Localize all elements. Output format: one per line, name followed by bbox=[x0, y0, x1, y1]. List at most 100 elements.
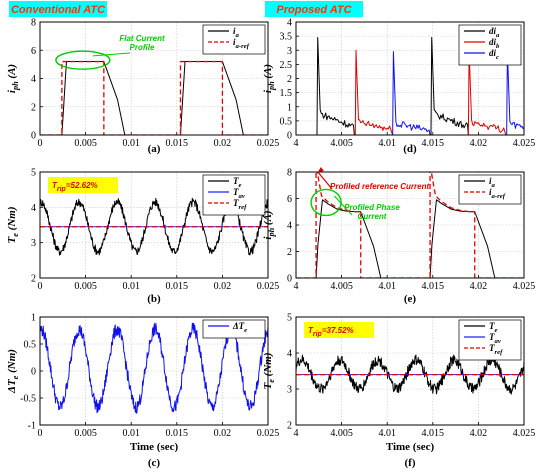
y-axis-label: iph (A) bbox=[6, 64, 20, 93]
y-tick-label: 0.5 bbox=[24, 340, 37, 351]
legend-label: dia bbox=[489, 26, 500, 39]
x-tick-label: 4.025 bbox=[513, 281, 536, 292]
panel-c: 0 0.005 0.01 0.015 0.02 0.025 -1 -0.5 0 0.5 1 ΔTe (… bbox=[6, 313, 279, 470]
annotation-arrow bbox=[317, 171, 333, 190]
x-tick-label: 4.01 bbox=[378, 428, 396, 439]
x-tick-label: 0.005 bbox=[74, 281, 97, 292]
y-tick-label: 5 bbox=[31, 168, 36, 179]
x-tick-label: 0.015 bbox=[166, 281, 189, 292]
y-tick-label: 8 bbox=[287, 168, 292, 179]
x-tick-label: 0.005 bbox=[74, 428, 97, 439]
legend-label: Te bbox=[489, 321, 498, 334]
legend-label: Tav bbox=[233, 187, 246, 200]
panel-caption: (d) bbox=[403, 143, 417, 155]
plot-frame bbox=[295, 171, 525, 279]
panel-caption: (b) bbox=[147, 293, 161, 305]
x-tick-label: 0.025 bbox=[257, 138, 280, 149]
y-tick-label: 0 bbox=[287, 131, 292, 142]
series-line-dic bbox=[296, 51, 524, 135]
y-tick-label: 0.5 bbox=[280, 116, 293, 127]
panel-a: 0 0.005 0.01 0.015 0.02 0.025 0 2 4 6 8 iph (A) (a) i… bbox=[6, 1, 279, 155]
y-tick-label: 2 bbox=[287, 247, 292, 258]
legend-label: dic bbox=[489, 48, 499, 61]
x-tick-label: 0.025 bbox=[257, 281, 280, 292]
banner-box bbox=[265, 1, 363, 17]
y-tick-label: 4 bbox=[287, 221, 292, 232]
banner-box bbox=[9, 1, 107, 17]
legend-label: ia bbox=[489, 176, 496, 189]
annotation-text: Profiled Phase bbox=[344, 203, 400, 212]
x-tick-label: 4.015 bbox=[422, 428, 445, 439]
panel-caption: (f) bbox=[405, 457, 416, 469]
x-tick-label: 4 bbox=[294, 138, 299, 149]
legend-label: Tref bbox=[489, 343, 503, 356]
legend-label: dib bbox=[489, 37, 500, 50]
panel-e: 4 4.005 4.01 4.015 4.02 4.025 0 2 4 6 8 iph (A) (e) i… bbox=[262, 167, 536, 305]
x-axis-label: Time (sec) bbox=[386, 441, 435, 453]
ripple-badge-text: Trip=52.62% bbox=[52, 181, 98, 193]
ripple-badge bbox=[304, 322, 374, 338]
annotation-arrow bbox=[333, 195, 353, 216]
y-tick-label: 2 bbox=[31, 102, 36, 113]
annotation-text: Current bbox=[358, 212, 387, 221]
annotation-text: Profile bbox=[130, 43, 155, 52]
y-tick-label: 2.5 bbox=[280, 60, 293, 71]
x-tick-label: 0 bbox=[38, 138, 43, 149]
y-tick-label: 1 bbox=[287, 102, 292, 113]
y-axis-label: iph (A) bbox=[262, 210, 276, 239]
plot-frame bbox=[295, 316, 525, 426]
x-tick-label: 0.01 bbox=[122, 281, 140, 292]
y-tick-label: 1.5 bbox=[280, 88, 293, 99]
legend-box bbox=[458, 319, 522, 361]
y-tick-label: 3 bbox=[31, 238, 36, 249]
legend-box bbox=[202, 174, 266, 216]
plot-frame bbox=[39, 21, 269, 136]
plot-frame bbox=[295, 21, 525, 136]
series-line-iaref bbox=[40, 60, 268, 135]
ripple-badge-text: Trip=37.52% bbox=[308, 326, 354, 338]
x-tick-label: 0.01 bbox=[122, 138, 140, 149]
y-tick-label: 3 bbox=[287, 385, 292, 396]
banner-title: Proposed ATC bbox=[276, 4, 352, 16]
legend-label: ia-ref bbox=[233, 37, 250, 50]
y-tick-label: 0 bbox=[31, 367, 36, 378]
legend-box bbox=[202, 319, 266, 339]
x-tick-label: 0 bbox=[38, 281, 43, 292]
y-tick-label: -0.5 bbox=[20, 394, 36, 405]
x-tick-label: 0 bbox=[38, 428, 43, 439]
x-tick-label: 0.02 bbox=[214, 281, 232, 292]
x-tick-label: 0.025 bbox=[257, 428, 280, 439]
annotation-text: Profiled reference Current bbox=[330, 182, 429, 191]
legend-label: ΔTe bbox=[232, 321, 247, 334]
y-axis-label: ΔTe (Nm) bbox=[6, 349, 20, 394]
legend-box bbox=[458, 24, 522, 66]
x-tick-label: 4.02 bbox=[470, 138, 488, 149]
y-tick-label: 6 bbox=[287, 194, 292, 205]
y-tick-label: 3.5 bbox=[280, 32, 293, 43]
plot-frame bbox=[39, 171, 269, 279]
y-tick-label: 4 bbox=[287, 349, 292, 360]
annotation-ellipse bbox=[55, 50, 111, 70]
x-tick-label: 4.025 bbox=[513, 138, 536, 149]
annotation-arrowhead bbox=[317, 167, 324, 172]
series-line-dib bbox=[296, 49, 524, 135]
y-tick-label: 1 bbox=[31, 313, 36, 324]
y-axis-label: Te (Nm) bbox=[262, 353, 276, 390]
x-axis-label: Time (sec) bbox=[130, 441, 179, 453]
x-tick-label: 4.005 bbox=[330, 428, 353, 439]
x-tick-label: 4.015 bbox=[422, 281, 445, 292]
x-tick-label: 0.01 bbox=[122, 428, 140, 439]
y-tick-label: 4 bbox=[31, 203, 36, 214]
x-tick-label: 4.02 bbox=[470, 428, 488, 439]
y-tick-label: 2 bbox=[31, 274, 36, 285]
y-tick-label: -1 bbox=[28, 421, 36, 432]
x-tick-label: 4.015 bbox=[422, 138, 445, 149]
x-tick-label: 0.015 bbox=[166, 428, 189, 439]
plot-frame bbox=[39, 316, 269, 426]
legend-box bbox=[202, 24, 266, 55]
y-tick-label: 5 bbox=[287, 313, 292, 324]
annotation-text: Flat Current bbox=[119, 34, 165, 43]
legend-label: ia-ref bbox=[489, 187, 506, 200]
legend-label: Tav bbox=[489, 332, 502, 345]
